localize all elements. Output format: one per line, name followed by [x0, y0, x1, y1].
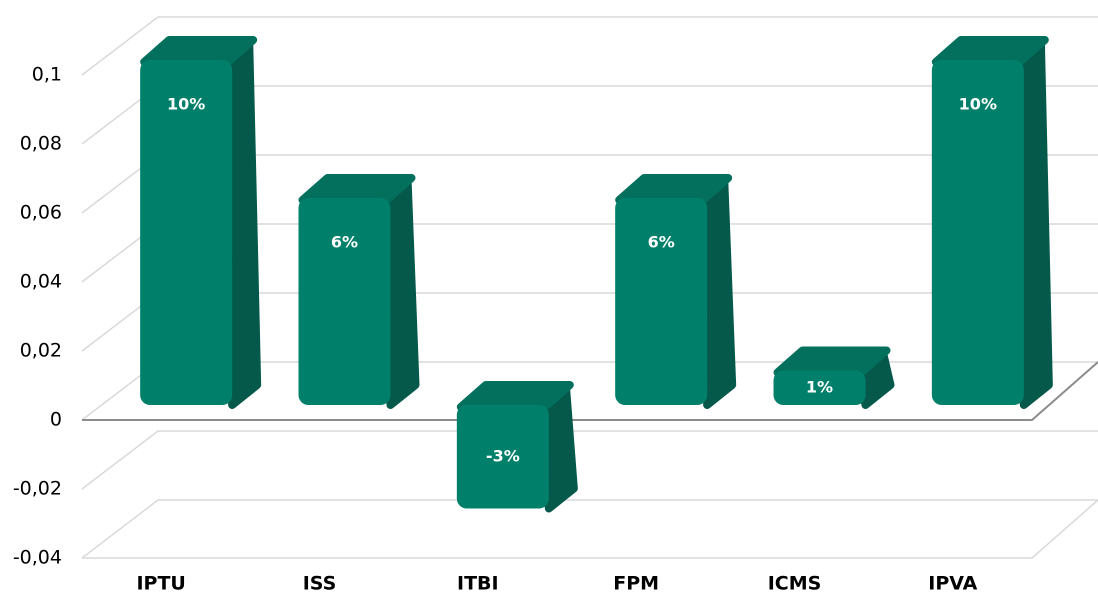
value-label: 1% [806, 377, 833, 396]
floor-edge [82, 499, 1098, 559]
bar-group: 6% [615, 174, 737, 409]
bar-group: 10% [140, 36, 262, 409]
x-tick-label: ICMS [768, 573, 822, 595]
bar-top [456, 381, 574, 411]
value-label: 6% [648, 233, 675, 252]
bar [931, 60, 1024, 405]
y-tick-label: -0,02 [13, 478, 62, 500]
grid-line [81, 430, 1098, 490]
bar-group: -3% [456, 381, 578, 513]
bar [298, 198, 391, 405]
bar-top [931, 36, 1049, 66]
value-label: 10% [167, 95, 205, 114]
y-tick-label: -0,04 [13, 547, 62, 569]
bar-top [615, 174, 733, 204]
y-tick-label: 0,08 [20, 133, 62, 155]
y-tick-label: 0,02 [20, 340, 62, 362]
grid-line [81, 16, 1098, 76]
bar [773, 370, 866, 405]
bar [140, 60, 233, 405]
bar-group: 1% [773, 346, 895, 409]
value-label: 10% [959, 95, 997, 114]
y-tick-label: 0,1 [32, 64, 62, 86]
bar-group: 6% [298, 174, 420, 409]
y-tick-label: 0 [50, 409, 62, 431]
x-tick-label: ITBI [457, 573, 499, 595]
x-tick-label: IPTU [136, 573, 185, 595]
bar-group: 10% [931, 36, 1053, 409]
bar-top [773, 346, 891, 377]
y-tick-label: 0,04 [20, 271, 62, 293]
x-tick-label: ISS [303, 573, 337, 595]
grid-line [81, 499, 1098, 559]
bar [456, 405, 549, 509]
x-tick-label: FPM [613, 573, 659, 595]
bar [615, 198, 708, 405]
bar-top [140, 36, 258, 66]
value-label: 6% [331, 233, 358, 252]
zero-line [82, 361, 1098, 421]
x-tick-label: IPVA [928, 573, 977, 595]
value-label: -3% [486, 446, 520, 465]
y-tick-label: 0,06 [20, 202, 62, 224]
bar-top [298, 174, 416, 204]
